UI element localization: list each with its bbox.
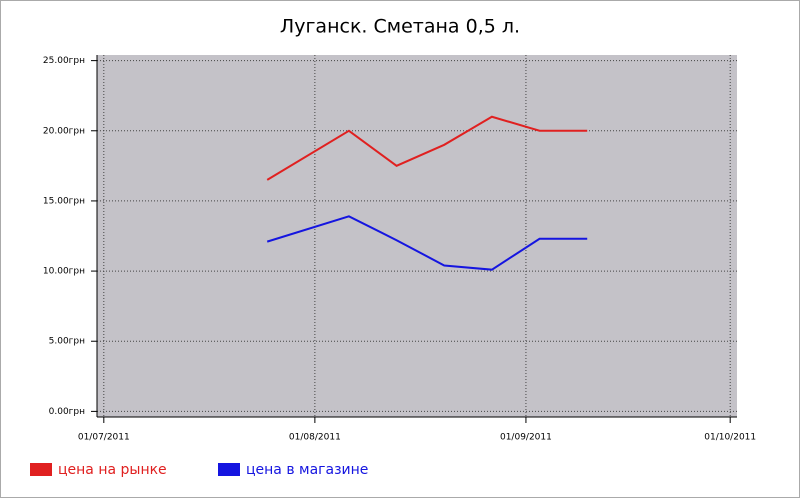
x-tick-label: 01/09/2011: [500, 433, 552, 443]
y-tick-label: 0.00грн: [49, 407, 85, 417]
y-tick-label: 25.00грн: [43, 56, 85, 66]
legend-label: цена на рынке: [58, 462, 167, 478]
chart-title: Луганск. Сметана 0,5 л.: [280, 16, 520, 38]
y-tick-label: 10.00грн: [43, 267, 85, 277]
plot-area: [97, 55, 737, 417]
x-tick-label: 01/07/2011: [78, 433, 130, 443]
legend-swatch: [30, 463, 52, 476]
legend-label: цена в магазине: [246, 462, 368, 478]
y-tick-label: 5.00грн: [49, 337, 85, 347]
y-tick-label: 20.00грн: [43, 126, 85, 136]
series-line: [266, 215, 588, 271]
x-tick-label: 01/08/2011: [289, 433, 341, 443]
y-tick-label: 15.00грн: [43, 196, 85, 206]
series-line: [266, 115, 588, 181]
x-tick-label: 01/10/2011: [704, 433, 756, 443]
legend-swatch: [218, 463, 240, 476]
